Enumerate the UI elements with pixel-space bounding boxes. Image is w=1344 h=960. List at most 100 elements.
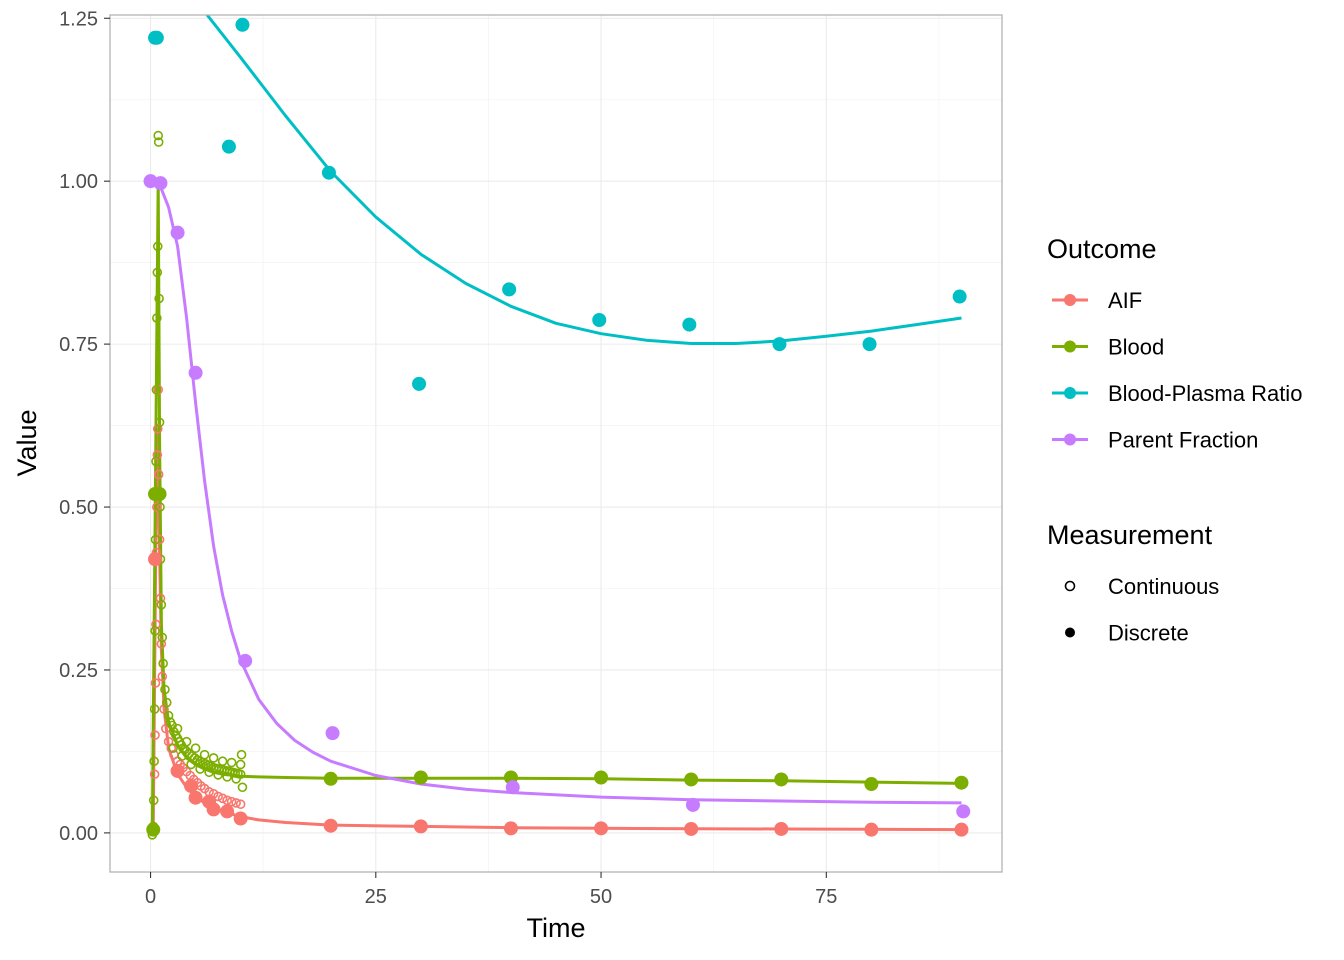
aif-continuous-point <box>217 793 228 804</box>
aif-discrete-point <box>188 790 203 805</box>
blood-continuous-point <box>235 759 246 770</box>
blood-continuous-point <box>226 757 237 768</box>
blood-continuous-point <box>199 749 210 760</box>
blood-continuous-point <box>222 772 232 782</box>
grid-minor <box>110 15 1002 872</box>
legend-swatch-discrete <box>1065 627 1075 638</box>
blood-continuous-point <box>148 795 159 806</box>
blood-continuous-point <box>208 753 219 763</box>
x-tick-label: 25 <box>365 886 387 908</box>
blood-discrete-point <box>323 771 338 786</box>
blood-continuous-point <box>236 749 247 760</box>
blood-continuous-point <box>161 697 172 708</box>
blood-discrete-point <box>152 487 167 502</box>
blood-plasma-ratio-discrete-point <box>952 289 967 304</box>
blood-continuous-point <box>237 782 248 793</box>
legend-swatch-blood <box>1064 340 1076 353</box>
blood-plasma-ratio-discrete-point <box>862 337 877 352</box>
parent-fraction-discrete-point <box>325 726 340 741</box>
aif-continuous-point <box>155 593 166 604</box>
blood-plasma-ratio-discrete-point <box>149 30 164 45</box>
y-axis-title: Value <box>12 409 42 476</box>
legend-measurement-items: Continuous Discrete <box>1064 574 1219 646</box>
legend-swatch-aif <box>1064 294 1076 306</box>
legend-label-continuous: Continuous <box>1108 574 1219 599</box>
legend-label-parent-fraction: Parent Fraction <box>1108 428 1258 453</box>
aif-continuous-point <box>154 534 165 545</box>
aif-discrete-point <box>220 804 235 819</box>
blood-continuous-point <box>154 417 165 428</box>
blood-plasma-ratio-discrete-point <box>221 139 236 154</box>
x-tick-label: 50 <box>590 886 612 908</box>
y-tick-label: 0.00 <box>59 823 98 845</box>
y-tick-label: 1.25 <box>59 8 98 30</box>
parent-fraction-discrete-point <box>505 780 520 795</box>
aif-discrete-point <box>233 811 248 826</box>
blood-continuous-point <box>156 599 167 610</box>
legend-label-blood-plasma-ratio: Blood-Plasma Ratio <box>1108 381 1302 406</box>
blood-continuous-point <box>177 751 187 761</box>
y-tick-label: 0.50 <box>59 497 98 519</box>
blood-discrete-point <box>774 772 789 787</box>
blood-plasma-ratio-discrete-point <box>502 282 517 297</box>
aif-continuous-point <box>152 502 162 512</box>
aif-continuous-point <box>156 639 167 649</box>
blood-continuous-point <box>190 743 201 753</box>
blood-continuous-point <box>153 130 164 141</box>
aif-continuous-point <box>149 769 160 780</box>
blood-discrete-point <box>864 777 879 792</box>
aif-discrete-point <box>864 822 879 837</box>
blood-plasma-ratio-discrete-point <box>682 317 697 332</box>
blood-discrete-point <box>413 770 428 785</box>
aif-discrete-point <box>170 763 185 778</box>
blood-discrete-point <box>684 772 699 787</box>
parent-fraction-discrete-point <box>238 653 253 668</box>
legend-title-measurement: Measurement <box>1047 520 1213 550</box>
y-tick-label: 0.75 <box>59 334 98 356</box>
aif-continuous-point <box>213 791 223 802</box>
legend-label-discrete: Discrete <box>1108 621 1189 646</box>
aif-discrete-point <box>684 821 699 836</box>
blood-continuous-point <box>172 723 183 734</box>
aif-discrete-point <box>184 778 199 793</box>
blood-continuous-point <box>152 241 163 252</box>
aif-discrete-point <box>774 821 789 836</box>
blood-continuous-point <box>186 759 196 770</box>
blood-plasma-ratio-fit-line <box>205 15 962 345</box>
blood-discrete-point <box>954 775 969 790</box>
aif-continuous-point <box>151 619 161 630</box>
parent-fraction-discrete-point <box>956 804 971 819</box>
blood-continuous-point <box>217 756 228 767</box>
blood-plasma-ratio-discrete-point <box>235 17 250 32</box>
aif-continuous-point <box>157 671 168 682</box>
parent-fraction-discrete-point <box>153 176 168 191</box>
aif-continuous-point <box>152 450 163 460</box>
blood-continuous-point <box>168 743 178 753</box>
aif-continuous-point <box>235 799 246 810</box>
aif-continuous-point <box>152 424 163 434</box>
blood-continuous-point <box>163 710 174 721</box>
legend-outcome-items: AIF Blood Blood-Plasma Ratio Parent Fractio… <box>1052 288 1302 453</box>
parent-fraction-discrete-point <box>170 225 185 240</box>
aif-continuous-point <box>231 798 241 808</box>
aif-discrete-point <box>148 552 163 567</box>
blood-plasma-ratio-discrete-point <box>412 376 427 391</box>
discrete-points <box>143 17 971 837</box>
blood-plasma-ratio-discrete-point <box>321 165 336 180</box>
aif-discrete-point <box>323 818 338 833</box>
blood-continuous-point <box>152 313 162 323</box>
blood-continuous-point <box>149 704 160 714</box>
parent-fraction-fit-line <box>154 179 962 805</box>
x-axis-title: Time <box>527 913 586 943</box>
blood-continuous-point <box>153 137 164 147</box>
blood-continuous-point <box>152 267 163 278</box>
x-tick-label: 75 <box>815 886 837 908</box>
x-axis-ticks: 0 25 50 75 <box>145 872 837 908</box>
aif-discrete-point <box>954 822 969 837</box>
blood-continuous-point <box>231 774 241 784</box>
y-tick-label: 1.00 <box>59 171 98 193</box>
aif-continuous-point <box>150 730 160 740</box>
aif-continuous-point <box>150 678 161 688</box>
